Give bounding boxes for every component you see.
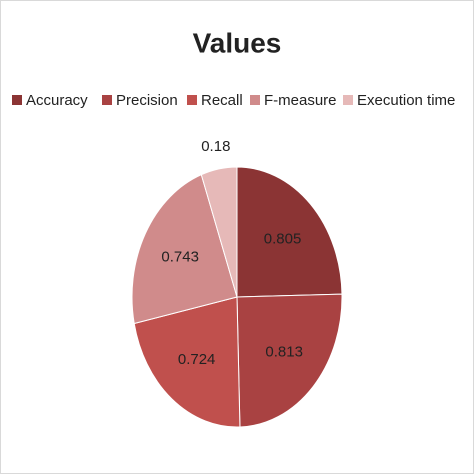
legend-label: F-measure xyxy=(264,92,337,109)
pie-slice xyxy=(236,166,343,298)
legend-swatch xyxy=(12,95,22,105)
data-label: 0.813 xyxy=(265,344,303,361)
pie-slice xyxy=(236,293,343,428)
chart-title: Values xyxy=(193,27,282,58)
legend-label: Precision xyxy=(116,92,178,109)
data-label: 0.724 xyxy=(178,351,216,368)
legend-swatch xyxy=(102,95,112,105)
data-label: 0.743 xyxy=(161,249,199,266)
legend-label: Execution time xyxy=(357,92,455,109)
pie-slice xyxy=(200,166,238,298)
pie-slice xyxy=(133,296,241,428)
legend-swatch xyxy=(250,95,260,105)
pie-slice xyxy=(131,174,238,325)
data-label: 0.18 xyxy=(201,138,230,155)
legend-swatch xyxy=(187,95,197,105)
legend-label: Accuracy xyxy=(26,92,88,109)
legend-swatch xyxy=(343,95,353,105)
legend-label: Recall xyxy=(201,92,243,109)
data-label: 0.805 xyxy=(264,230,302,247)
